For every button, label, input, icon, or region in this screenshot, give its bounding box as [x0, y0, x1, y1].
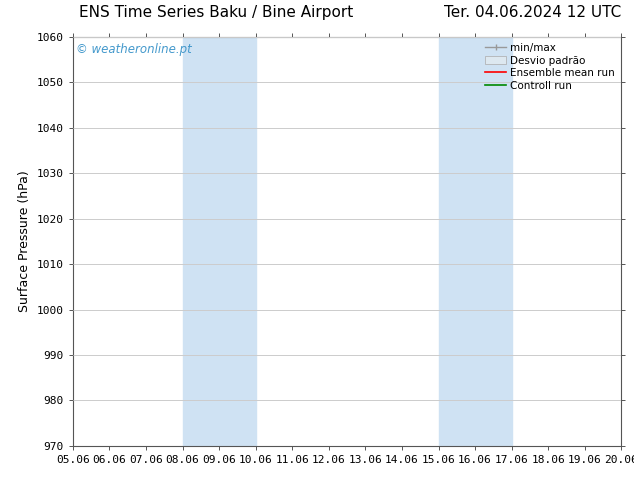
- Bar: [183, 37, 256, 446]
- Bar: [439, 37, 512, 446]
- Y-axis label: Surface Pressure (hPa): Surface Pressure (hPa): [18, 171, 31, 312]
- Text: © weatheronline.pt: © weatheronline.pt: [75, 43, 191, 56]
- Text: ENS Time Series Baku / Bine Airport: ENS Time Series Baku / Bine Airport: [79, 5, 354, 20]
- Text: Ter. 04.06.2024 12 UTC: Ter. 04.06.2024 12 UTC: [444, 5, 621, 20]
- Legend: min/max, Desvio padrão, Ensemble mean run, Controll run: min/max, Desvio padrão, Ensemble mean ru…: [481, 39, 619, 95]
